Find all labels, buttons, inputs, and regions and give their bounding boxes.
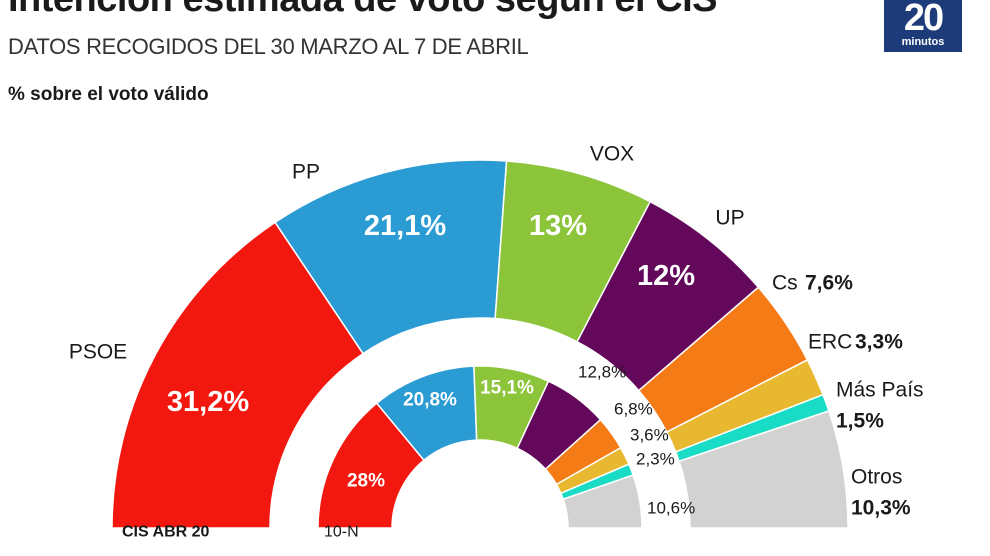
logo-number: 20 xyxy=(903,0,944,39)
outer-name-erc: ERC xyxy=(808,331,852,354)
brand-logo: 20 minutos xyxy=(884,0,962,52)
outer-name-otros: Otros xyxy=(851,466,902,489)
outer-name-pp: PP xyxy=(292,161,320,184)
logo-word: minutos xyxy=(901,36,945,48)
outer-value-erc: 3,3% xyxy=(855,331,903,354)
inner-value-mas-pais: 2,3% xyxy=(636,450,675,469)
inner-value-pp: 20,8% xyxy=(403,390,457,411)
outer-value-cs: 7,6% xyxy=(805,272,853,295)
chart-subtitle: DATOS RECOGIDOS DEL 30 MARZO AL 7 DE ABR… xyxy=(8,34,529,59)
outer-name-cs: Cs xyxy=(772,272,798,295)
outer-name-psoe: PSOE xyxy=(69,341,127,364)
inner-value-otros: 10,6% xyxy=(647,499,695,518)
chart-title: Intención estimada de voto según el CIS xyxy=(8,0,717,21)
inner-value-up: 12,8% xyxy=(578,363,626,382)
inner-ring-label: 10-N xyxy=(324,524,359,541)
outer-value-vox: 13% xyxy=(529,210,587,242)
outer-ring-label: CIS ABR 20 xyxy=(122,524,210,541)
inner-value-psoe: 28% xyxy=(347,471,385,492)
outer-name-up: UP xyxy=(715,207,744,230)
inner-ring xyxy=(317,365,643,529)
outer-name-vox: VOX xyxy=(590,143,634,166)
inner-value-vox: 15,1% xyxy=(480,378,534,399)
outer-slice-otros xyxy=(678,410,849,529)
outer-value-pp: 21,1% xyxy=(364,210,446,242)
inner-value-erc: 3,6% xyxy=(630,426,669,445)
outer-value-up: 12% xyxy=(637,260,695,292)
outer-name-mas-pais: Más País xyxy=(836,379,924,402)
outer-value-mas-pais: 1,5% xyxy=(836,410,884,433)
inner-slice-otros xyxy=(562,474,643,529)
outer-slice-psoe xyxy=(111,221,365,529)
inner-value-cs: 6,8% xyxy=(614,400,653,419)
chart-labels: 31,2% 21,1% 13% 12% PSOE PP VOX UP Cs 7,6% ERC 3,3%… xyxy=(69,143,924,541)
metric-label: % sobre el voto válido xyxy=(8,84,209,105)
outer-ring xyxy=(111,159,849,529)
outer-value-otros: 10,3% xyxy=(851,497,911,520)
outer-value-psoe: 31,2% xyxy=(167,386,249,418)
